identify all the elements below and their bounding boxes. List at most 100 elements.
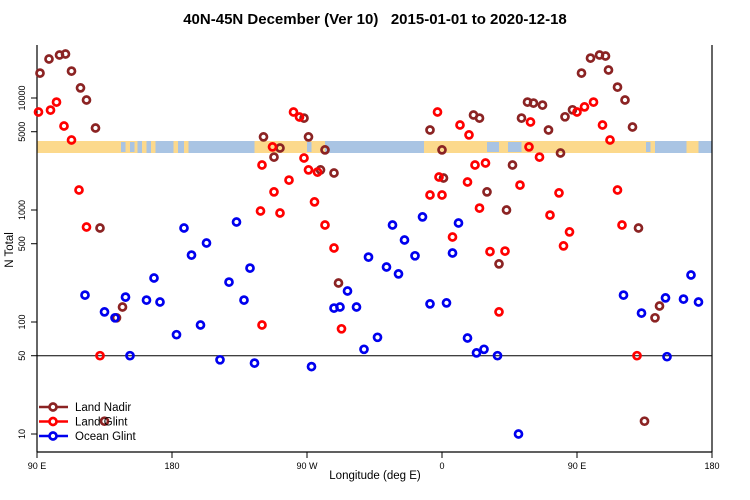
land-nadir-point bbox=[501, 205, 512, 215]
land-nadir-point bbox=[633, 223, 644, 233]
ocean-glint-point bbox=[447, 248, 458, 258]
ocean-glint-point bbox=[387, 220, 398, 230]
land-glint-point bbox=[554, 188, 564, 198]
map-band-land bbox=[254, 141, 325, 153]
land-glint-point bbox=[605, 135, 615, 145]
land-glint-point bbox=[525, 117, 536, 127]
land-glint-point bbox=[51, 97, 62, 107]
ocean-glint-point bbox=[513, 429, 524, 439]
land-nadir-point bbox=[620, 95, 630, 105]
ocean-glint-point bbox=[686, 270, 696, 280]
land-glint-point bbox=[462, 177, 473, 187]
land-glint-point bbox=[447, 232, 458, 242]
land-nadir-point bbox=[258, 132, 269, 142]
land-glint-point bbox=[81, 222, 92, 232]
land-nadir-point bbox=[99, 416, 110, 427]
land-glint-point bbox=[455, 120, 465, 130]
ocean-glint-point bbox=[441, 298, 452, 308]
land-glint-point bbox=[299, 153, 309, 163]
x-tick-label: 90 E bbox=[28, 461, 47, 471]
ocean-glint-point bbox=[425, 299, 435, 309]
land-glint-point bbox=[464, 130, 474, 140]
chart-title: 40N-45N December (Ver 10) 2015-01-01 to … bbox=[183, 11, 567, 28]
ocean-glint-point bbox=[462, 333, 473, 343]
ocean-glint-point bbox=[306, 361, 317, 372]
land-nadir-point bbox=[537, 100, 548, 110]
ocean-glint-point bbox=[492, 350, 503, 361]
land-glint-point bbox=[470, 160, 480, 170]
y-tick-label: 1000 bbox=[17, 200, 27, 220]
map-band-lake bbox=[487, 142, 499, 152]
land-glint-point bbox=[515, 180, 525, 190]
ocean-glint-point bbox=[351, 302, 362, 312]
land-glint-point bbox=[309, 197, 320, 207]
y-tick-label: 100 bbox=[17, 314, 27, 329]
x-axis-title: Longitude (deg E) bbox=[329, 470, 421, 482]
land-glint-point bbox=[632, 350, 642, 361]
land-glint-point bbox=[257, 160, 267, 170]
land-nadir-point bbox=[333, 278, 344, 288]
map-band-lake bbox=[508, 142, 522, 152]
ocean-glint-point bbox=[660, 293, 671, 303]
land-nadir-point bbox=[117, 302, 128, 312]
land-glint-point bbox=[432, 107, 443, 117]
land-nadir-point bbox=[474, 113, 485, 123]
land-glint-point bbox=[33, 107, 44, 117]
land-nadir-point bbox=[612, 82, 623, 92]
legend-label: Land Glint bbox=[75, 417, 128, 429]
ocean-glint-point bbox=[618, 290, 629, 300]
y-tick-label: 10000 bbox=[17, 85, 27, 110]
land-nadir-point bbox=[425, 125, 435, 135]
map-band-land bbox=[151, 141, 156, 153]
land-glint-point bbox=[267, 142, 278, 152]
ocean-glint-point bbox=[239, 295, 249, 305]
map-band-land bbox=[184, 141, 189, 153]
land-nadir-point bbox=[555, 148, 566, 158]
land-glint-point bbox=[564, 227, 575, 237]
ocean-glint-point bbox=[171, 329, 182, 340]
land-glint-point bbox=[59, 121, 69, 131]
ocean-glint-point bbox=[179, 223, 189, 233]
land-nadir-point bbox=[494, 259, 504, 269]
ocean-glint-point bbox=[381, 262, 392, 272]
ocean-glint-point bbox=[120, 292, 131, 302]
land-glint-point bbox=[425, 190, 435, 200]
land-nadir-point bbox=[639, 416, 650, 427]
map-band-land bbox=[142, 141, 147, 153]
land-nadir-point bbox=[299, 113, 309, 123]
land-nadir-point bbox=[60, 49, 71, 59]
land-glint-point bbox=[275, 208, 285, 218]
land-nadir-point bbox=[320, 145, 330, 155]
ocean-glint-point bbox=[249, 358, 260, 368]
land-glint-point bbox=[255, 206, 266, 216]
land-nadir-point bbox=[576, 68, 587, 78]
land-nadir-point bbox=[95, 223, 105, 233]
land-glint-point bbox=[294, 112, 305, 122]
ocean-glint-point bbox=[99, 307, 110, 317]
land-nadir-point bbox=[35, 68, 45, 78]
land-nadir-point bbox=[303, 132, 314, 142]
land-glint-point bbox=[288, 107, 299, 117]
land-glint-point bbox=[597, 120, 608, 130]
land-glint-point bbox=[329, 243, 339, 253]
legend-label: Land Nadir bbox=[75, 402, 131, 414]
land-glint-point bbox=[434, 172, 444, 182]
ocean-glint-point bbox=[399, 235, 410, 245]
land-glint-point bbox=[303, 165, 314, 175]
map-band-lake bbox=[121, 142, 126, 152]
land-glint-point bbox=[524, 142, 534, 152]
ocean-glint-point bbox=[245, 263, 255, 273]
ocean-glint-point bbox=[195, 320, 206, 330]
land-glint-point bbox=[95, 350, 105, 361]
map-band-lake bbox=[130, 142, 135, 152]
ocean-glint-point bbox=[80, 290, 90, 300]
ocean-glint-point bbox=[410, 250, 420, 261]
ocean-glint-point bbox=[201, 238, 212, 248]
ocean-glint-point bbox=[110, 312, 120, 323]
land-nadir-point bbox=[269, 152, 279, 162]
land-nadir-point bbox=[507, 160, 518, 170]
land-nadir-point bbox=[90, 123, 101, 133]
x-tick-label: 180 bbox=[164, 461, 179, 471]
ocean-glint-point bbox=[693, 297, 704, 307]
y-tick-label: 5000 bbox=[17, 122, 27, 142]
